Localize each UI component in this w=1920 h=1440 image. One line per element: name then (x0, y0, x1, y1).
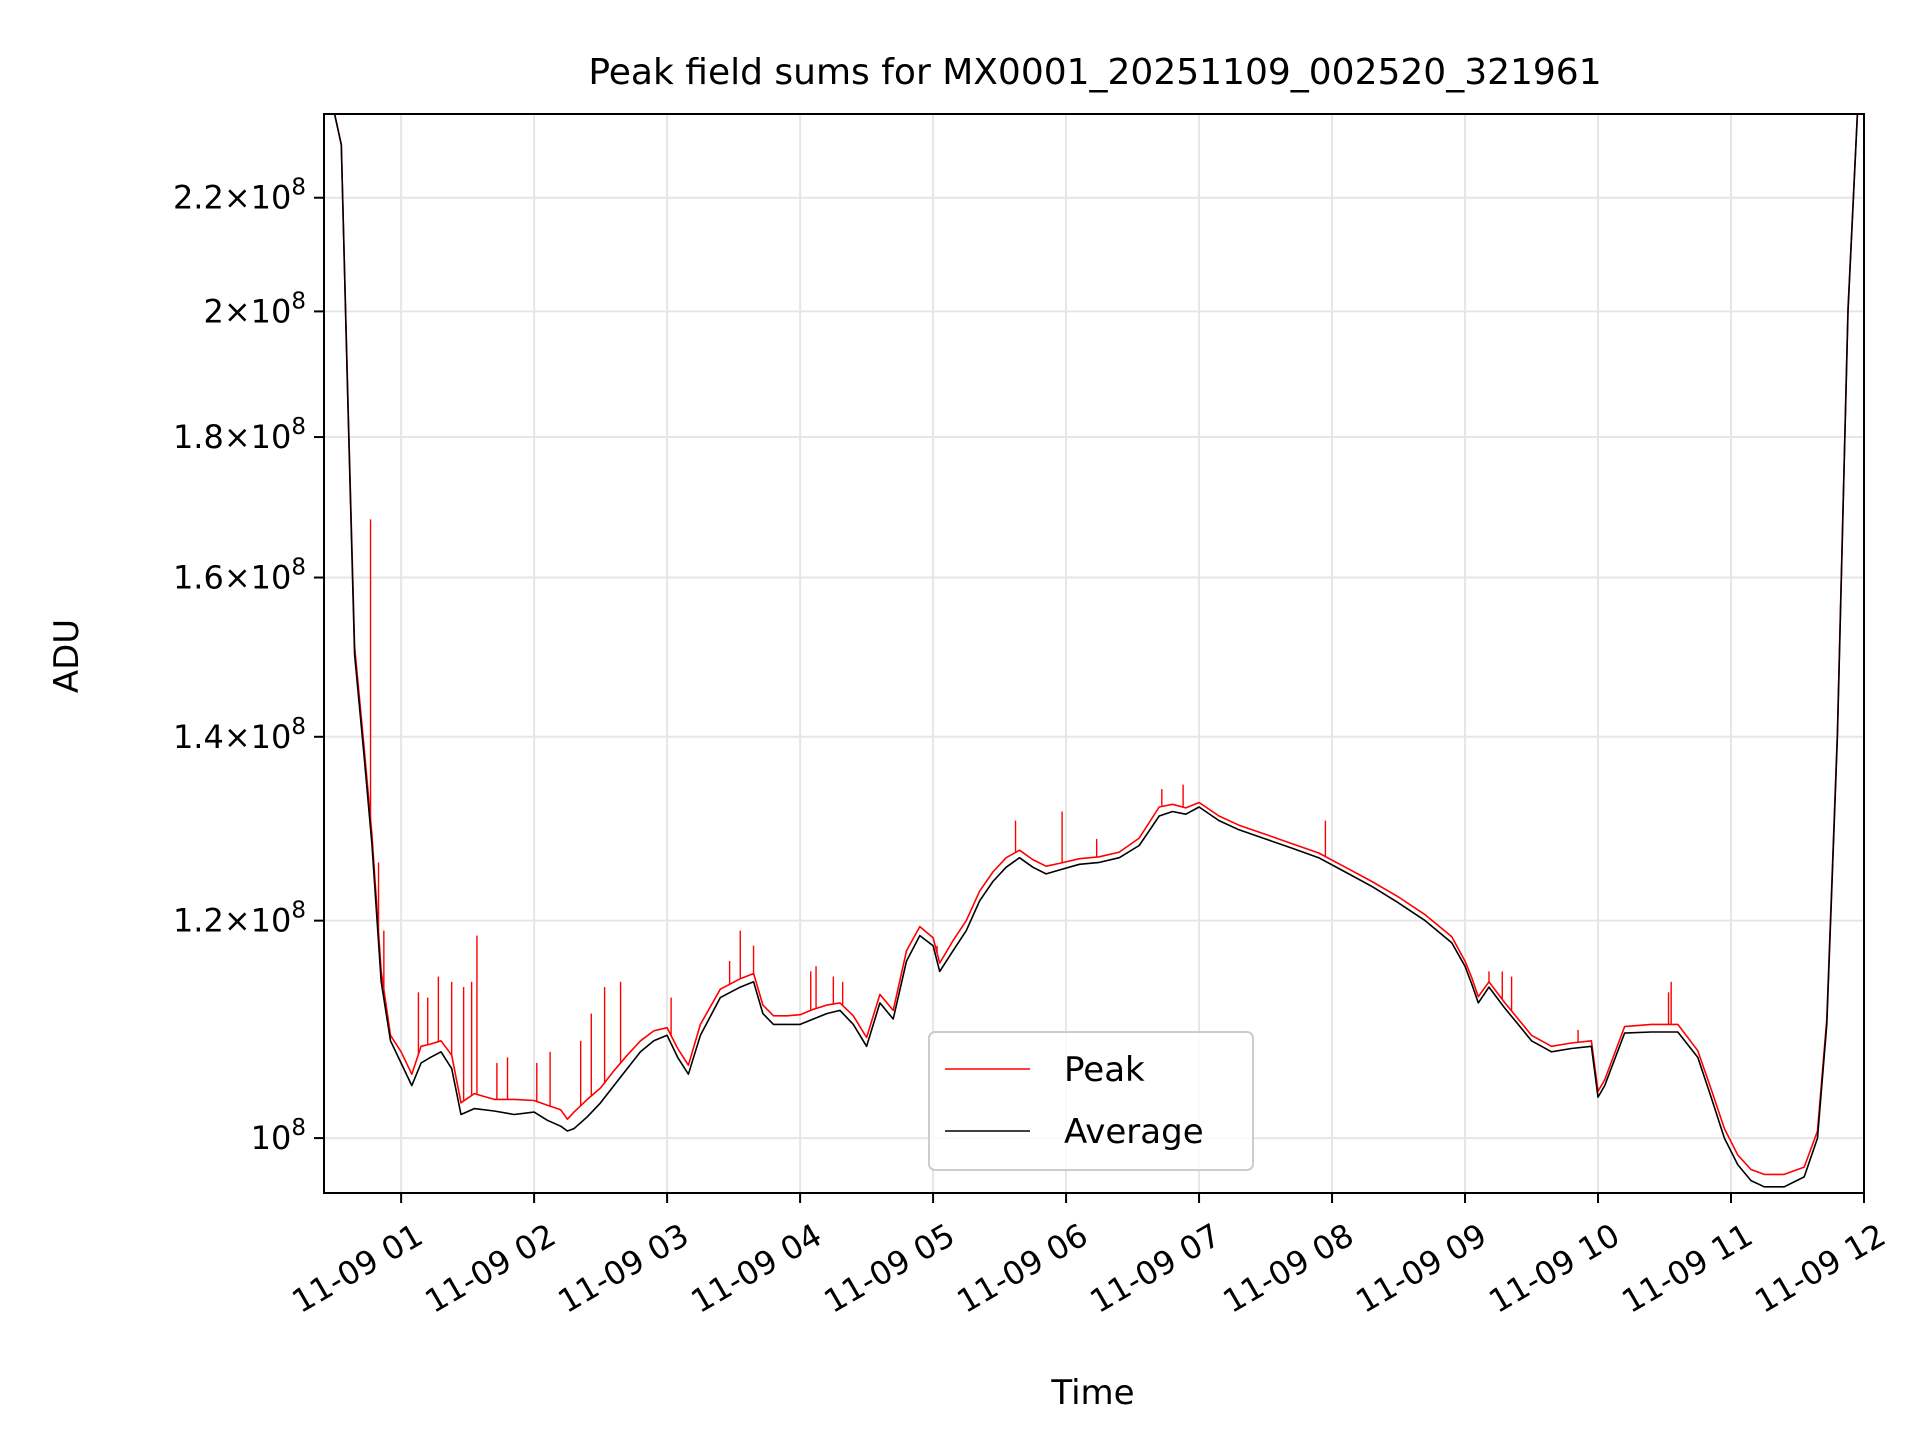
y-axis: 1081.2×1081.4×1081.6×1081.8×1082×1082.2×… (173, 175, 324, 1157)
legend-label-average: Average (1064, 1112, 1204, 1152)
legend-box (928, 1031, 1254, 1171)
legend: Peak Average (928, 1031, 1254, 1171)
y-tick-label: 2×108 (203, 288, 306, 330)
grid (324, 114, 1865, 1193)
y-tick-label: 1.8×108 (173, 414, 306, 456)
x-axis-label: Time (1050, 1373, 1134, 1413)
y-tick-label: 1.6×108 (173, 555, 306, 597)
y-tick-label: 1.2×108 (173, 898, 306, 940)
y-tick-label: 1.4×108 (173, 714, 306, 756)
y-tick-label: 2.2×108 (173, 175, 306, 217)
series-line-average (324, 114, 1864, 1188)
plot-frame (323, 113, 1865, 1194)
series-layer (324, 114, 1864, 1188)
chart-title: Peak field sums for MX0001_20251109_0025… (588, 52, 1601, 93)
legend-label-peak: Peak (1064, 1050, 1145, 1090)
series-line-peak (324, 114, 1864, 1176)
y-axis-label: ADU (47, 619, 87, 693)
